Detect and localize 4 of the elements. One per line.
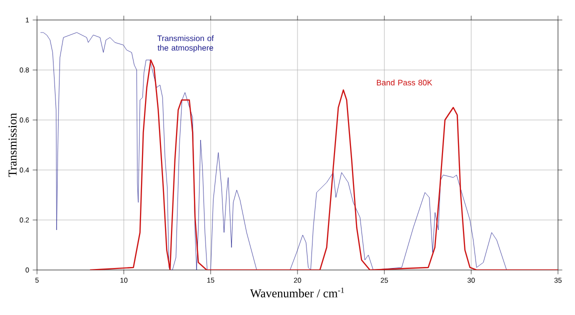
y-axis-title: Transmission [8,113,17,177]
series-label: Transmission of the atmosphere [157,35,214,52]
text: Band Pass 80K [376,80,432,86]
x-axis-title: Wavenumber / cm$^{-1}$ [250,288,344,298]
